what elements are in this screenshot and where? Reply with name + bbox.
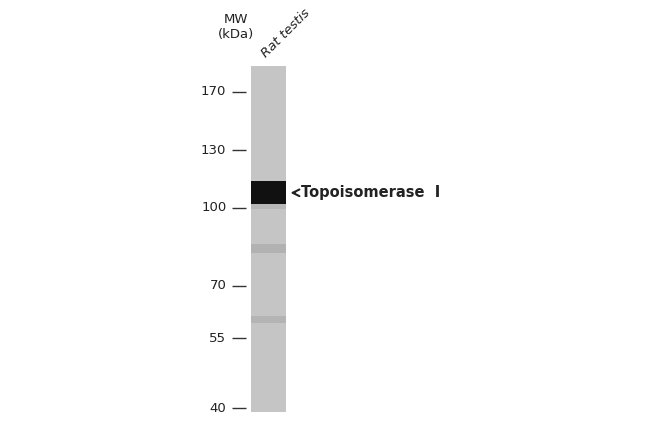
Bar (251, 66, 287, 411)
Bar (251, 181, 287, 204)
Text: 170: 170 (201, 85, 226, 98)
Text: Rat testis: Rat testis (259, 7, 313, 60)
Text: 55: 55 (209, 332, 226, 345)
Bar (251, 316, 287, 323)
Text: 70: 70 (209, 279, 226, 292)
Bar (251, 204, 287, 209)
Bar (251, 244, 287, 253)
Text: 100: 100 (201, 201, 226, 214)
Text: 130: 130 (201, 144, 226, 157)
Text: Topoisomerase  I: Topoisomerase I (301, 185, 441, 200)
Text: 40: 40 (210, 402, 226, 414)
Text: MW
(kDa): MW (kDa) (218, 13, 254, 41)
